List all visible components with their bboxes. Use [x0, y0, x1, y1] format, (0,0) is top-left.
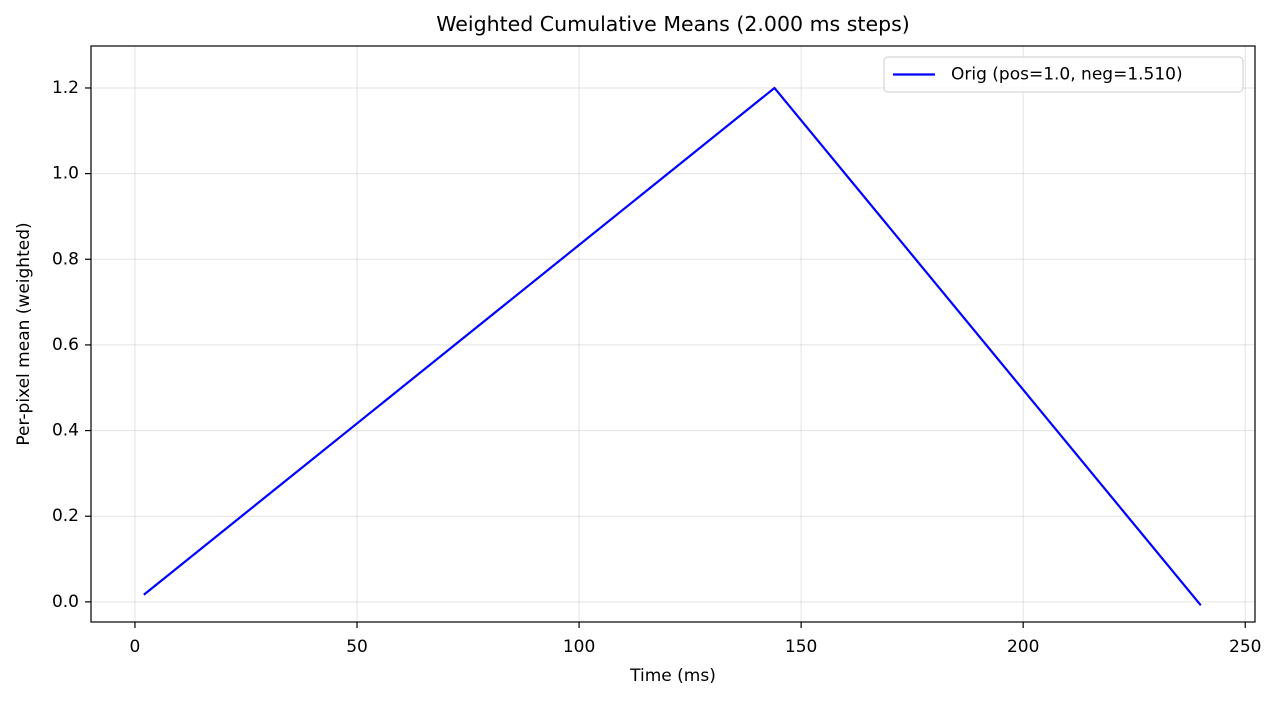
y-tick-label: 0.6: [52, 335, 79, 355]
x-tick-label: 0: [130, 637, 141, 657]
x-tick-label: 200: [1007, 637, 1039, 657]
y-axis-label: Per-pixel mean (weighted): [14, 222, 34, 445]
data-line: [143, 86, 1202, 606]
chart-title: Weighted Cumulative Means (2.000 ms step…: [436, 12, 910, 36]
y-tick-label: 0.4: [52, 421, 79, 441]
legend-label: Orig (pos=1.0, neg=1.510): [951, 65, 1183, 85]
y-tick-label: 1.2: [52, 78, 79, 98]
y-tick-label: 0.8: [52, 249, 79, 269]
x-tick-label: 250: [1229, 637, 1261, 657]
plot-frame: [90, 45, 1256, 623]
x-tick-label: 150: [785, 637, 817, 657]
legend-box: [883, 56, 1244, 93]
y-tick-label: 1.0: [52, 164, 79, 184]
y-tick-label: 0.0: [52, 592, 79, 612]
x-axis-label: Time (ms): [629, 666, 716, 686]
y-tick-label: 0.2: [52, 506, 79, 526]
x-tick-label: 100: [563, 637, 595, 657]
x-tick-label: 50: [346, 637, 368, 657]
